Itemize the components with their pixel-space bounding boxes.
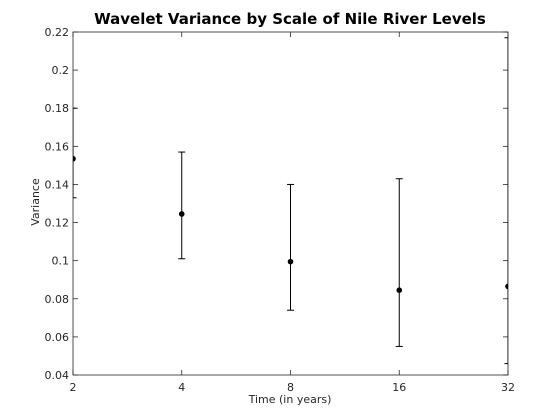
y-tick-label: 0.2	[52, 64, 70, 77]
y-tick-label: 0.1	[52, 255, 70, 268]
y-tick-label: 0.18	[45, 102, 70, 115]
chart-title: Wavelet Variance by Scale of Nile River …	[94, 10, 486, 28]
y-tick-label: 0.22	[45, 26, 70, 39]
x-tick-label: 8	[287, 381, 294, 394]
data-point	[287, 258, 294, 265]
data-point	[178, 211, 185, 217]
data-point	[505, 283, 508, 290]
y-tick-label: 0.04	[45, 369, 70, 382]
y-tick-label: 0.12	[45, 217, 70, 230]
y-tick-label: 0.16	[45, 140, 70, 153]
y-tick-label: 0.06	[45, 331, 70, 344]
x-tick-label: 2	[70, 381, 77, 394]
x-axis-label: Time (in years)	[248, 393, 332, 406]
x-tick-label: 4	[178, 381, 185, 394]
y-tick-label: 0.14	[45, 178, 70, 191]
x-tick-label: 32	[501, 381, 515, 394]
data-point	[73, 155, 76, 162]
y-axis-label: Variance	[29, 178, 42, 226]
x-tick-label: 16	[392, 381, 406, 394]
y-tick-label: 0.08	[45, 293, 70, 306]
data-point	[396, 287, 403, 294]
